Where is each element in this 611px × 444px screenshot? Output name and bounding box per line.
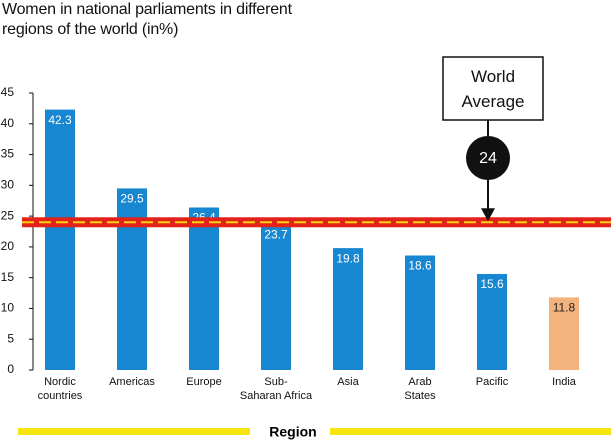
chart-title: Women in national parliaments in differe…: [2, 1, 292, 18]
axis-label-bar: [330, 428, 611, 435]
bar: [477, 273, 507, 370]
y-tick-label: 20: [1, 239, 15, 253]
y-tick-label: 0: [7, 362, 14, 376]
value-label: 42.3: [48, 113, 72, 127]
x-tick-label: Nordic countries: [37, 376, 83, 402]
x-tick-label: Europe: [186, 376, 222, 388]
x-tick-label: Sub- Saharan Africa: [239, 376, 313, 402]
y-tick-label: 10: [1, 301, 15, 315]
value-label: 23.7: [264, 227, 288, 241]
value-label: 29.5: [120, 192, 144, 206]
callout-label: World Average: [461, 67, 525, 111]
x-axis-label: Region: [269, 424, 316, 440]
callout-circle: [466, 136, 510, 180]
bar: [549, 297, 579, 370]
callout-arrow: [481, 208, 495, 222]
y-tick-label: 5: [7, 331, 14, 345]
bar: [45, 109, 75, 371]
x-tick-label: India: [552, 376, 576, 388]
x-tick-label: Asia: [337, 376, 359, 388]
y-tick-label: 35: [1, 147, 15, 161]
y-tick-label: 45: [1, 85, 15, 99]
x-tick-label: Arab States: [404, 376, 436, 402]
value-label: 15.6: [480, 277, 504, 291]
bar: [405, 255, 435, 370]
value-label: 18.6: [408, 259, 432, 273]
bar: [117, 188, 147, 370]
value-label: 19.8: [336, 251, 360, 265]
chart-subtitle: regions of the world (in%): [2, 21, 179, 38]
x-tick-label: Pacific: [475, 376, 509, 388]
y-tick-label: 25: [1, 208, 15, 222]
y-tick-label: 40: [1, 116, 15, 130]
callout-value: 24: [479, 150, 497, 167]
bar: [333, 248, 363, 370]
value-label: 11.8: [553, 301, 576, 315]
x-tick-label: Americas: [109, 376, 155, 388]
y-tick-label: 15: [1, 270, 15, 284]
bar: [261, 224, 291, 370]
axis-label-bar: [18, 428, 250, 435]
bar: [189, 207, 219, 370]
y-tick-label: 30: [1, 178, 15, 192]
callout-box: [442, 56, 544, 121]
